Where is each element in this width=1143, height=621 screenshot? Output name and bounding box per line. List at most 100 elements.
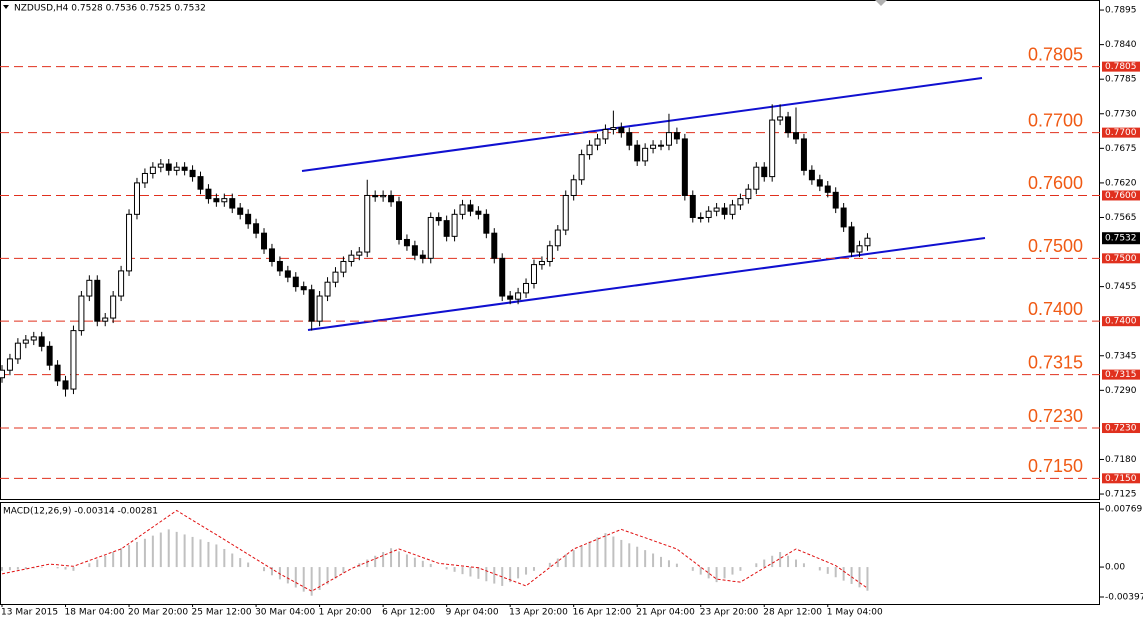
candle-body	[118, 270, 125, 297]
candle-body	[427, 216, 434, 259]
candle-body	[761, 166, 768, 178]
candle-body	[840, 207, 847, 228]
candle-body	[499, 257, 506, 297]
level-label: 0.7150	[1028, 456, 1083, 476]
candle-body	[769, 119, 776, 178]
macd-signal-line	[1, 509, 868, 592]
main-panel-frame	[0, 0, 1100, 500]
macd-panel-frame	[0, 502, 1100, 605]
candle-body	[133, 182, 140, 215]
macd-y-tick-label: -0.00397	[1105, 592, 1143, 602]
x-tick-label: 20 Mar 20:00	[128, 608, 188, 618]
x-tick-label: 1 May 04:00	[827, 608, 883, 618]
candle-body	[475, 210, 482, 215]
candle-body	[459, 204, 466, 215]
x-tick-label: 25 Mar 12:00	[192, 608, 252, 618]
shift-marker[interactable]	[875, 0, 887, 6]
menu-arrow[interactable]	[3, 5, 9, 9]
last-price-label: 0.7532	[1105, 234, 1137, 244]
level-label: 0.7600	[1028, 173, 1083, 193]
x-tick-label: 16 Apr 12:00	[573, 608, 632, 618]
candle-body	[602, 128, 609, 140]
x-tick-label: 18 Mar 04:00	[65, 608, 125, 618]
macd-title: MACD(12,26,9) -0.00314 -0.00281	[3, 507, 158, 517]
level-axis-box	[1102, 61, 1140, 72]
candle-body	[237, 207, 244, 215]
level-axis-box	[1102, 473, 1140, 484]
candle-body	[86, 279, 93, 297]
candle-body	[562, 194, 569, 231]
candle-body	[721, 207, 728, 215]
candle-body	[6, 358, 13, 371]
candle-body	[316, 295, 323, 322]
candle-body	[443, 220, 450, 237]
candle-body	[165, 163, 172, 171]
candle-body	[538, 260, 545, 266]
candle-body	[467, 204, 474, 212]
candle-body	[523, 282, 530, 294]
level-label: 0.7700	[1028, 110, 1083, 130]
candle-body	[403, 238, 410, 247]
candle-body	[54, 364, 61, 382]
candle-body	[626, 132, 633, 146]
y-tick-label: 0.7730	[1105, 109, 1137, 119]
candle-body	[705, 210, 712, 218]
candle-body	[848, 226, 855, 253]
level-axis-label: 0.7315	[1105, 370, 1137, 380]
candle-body	[253, 223, 260, 234]
macd-y-tick-label: 0.00769	[1105, 505, 1142, 515]
candle-body	[753, 166, 760, 190]
macd-y-tick-label: 0.00	[1105, 563, 1125, 573]
candle-body	[507, 295, 514, 300]
candle-body	[261, 232, 268, 250]
candle-body	[451, 213, 458, 237]
y-tick-label: 0.7180	[1105, 455, 1137, 465]
level-axis-label: 0.7400	[1105, 317, 1137, 327]
x-tick-label: 13 Mar 2015	[1, 608, 58, 618]
y-tick-label: 0.7290	[1105, 386, 1137, 396]
candle-body	[856, 245, 863, 253]
candle-body	[816, 179, 823, 187]
level-axis-label: 0.7600	[1105, 191, 1137, 201]
candle-body	[800, 138, 807, 171]
y-tick-label: 0.7565	[1105, 213, 1137, 223]
y-tick-label: 0.7785	[1105, 75, 1137, 85]
candle-body	[650, 144, 657, 149]
candle-body	[388, 194, 395, 203]
candle-body	[570, 179, 577, 196]
y-tick-label: 0.7620	[1105, 178, 1137, 188]
candle-body	[864, 237, 871, 247]
candle-body	[546, 245, 553, 262]
candle-body	[94, 279, 101, 322]
x-tick-label: 28 Apr 12:00	[763, 608, 822, 618]
candle-body	[777, 116, 784, 121]
level-label: 0.7500	[1028, 236, 1083, 256]
candle-body	[197, 176, 204, 190]
candle-body	[356, 251, 363, 256]
candle-body	[411, 245, 418, 256]
candle-body	[634, 144, 641, 162]
candle-body	[173, 166, 180, 171]
candle-body	[729, 204, 736, 215]
candle-body	[681, 138, 688, 196]
candle-body	[0, 369, 5, 379]
x-tick-label: 21 Apr 04:00	[636, 608, 695, 618]
candle-body	[348, 254, 355, 262]
level-axis-label: 0.7500	[1105, 254, 1137, 264]
level-axis-box	[1102, 190, 1140, 201]
candle-body	[141, 172, 148, 184]
candle-body	[530, 264, 537, 284]
lower-trendline[interactable]	[307, 237, 986, 331]
upper-trendline[interactable]	[301, 77, 983, 172]
candle-body	[292, 276, 299, 288]
candle-body	[189, 169, 196, 178]
y-tick-label: 0.7125	[1105, 490, 1137, 500]
candle-body	[268, 248, 275, 262]
candle-body	[308, 289, 315, 322]
candle-body	[38, 336, 45, 347]
candle-body	[396, 201, 402, 240]
candle-body	[284, 270, 291, 278]
level-axis-box	[1102, 369, 1140, 380]
candle-body	[62, 380, 69, 390]
